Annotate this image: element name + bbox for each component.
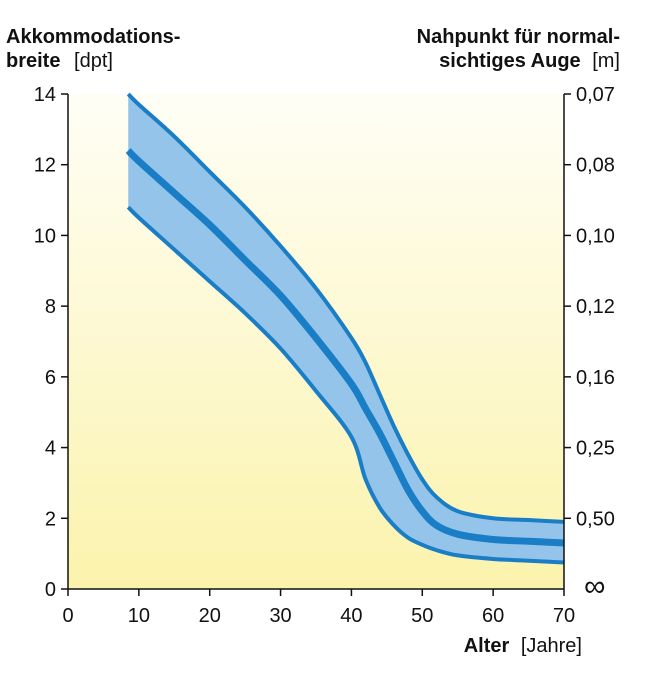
left-tick-label: 4: [45, 438, 56, 460]
right-tick-label: 0,25: [576, 438, 615, 460]
x-tick-label: 70: [553, 605, 575, 627]
chart-svg: 0 2 4 6 8 10 12 14 0,07 0,08 0,10 0,12 0,16 0,25 0,50 ∞…: [0, 0, 655, 671]
x-tick-label: 20: [199, 605, 221, 627]
right-tick-label: 0,07: [576, 84, 615, 106]
right-tick-label: 0,08: [576, 155, 615, 177]
left-axis-title-bold: breite: [6, 50, 60, 72]
left-axis-title-line2: breite [dpt]: [6, 50, 113, 72]
left-tick-label: 6: [45, 367, 56, 389]
x-axis-title: Alter [Jahre]: [464, 635, 582, 657]
chart: 0 2 4 6 8 10 12 14 0,07 0,08 0,10 0,12 0,16 0,25 0,50 ∞…: [0, 0, 655, 671]
x-tick-label: 60: [482, 605, 504, 627]
x-tick-label: 50: [411, 605, 433, 627]
left-axis-title-unit: [dpt]: [74, 50, 113, 72]
x-tick-label: 30: [269, 605, 291, 627]
left-tick-label: 10: [34, 225, 56, 247]
right-tick-label: 0,50: [576, 508, 615, 530]
right-axis-title-line2: sichtiges Auge [m]: [439, 50, 620, 72]
left-tick-label: 14: [34, 84, 56, 106]
left-tick-label: 0: [45, 579, 56, 601]
right-tick-label: ∞: [584, 570, 605, 603]
left-axis-title-line1: Akkommodations-: [6, 26, 180, 48]
left-tick-label: 2: [45, 508, 56, 530]
right-axis-title-unit: [m]: [592, 50, 620, 72]
x-axis-title-bold: Alter: [464, 635, 510, 657]
right-tick-label: 0,16: [576, 367, 615, 389]
left-tick-label: 12: [34, 155, 56, 177]
right-tick-label: 0,12: [576, 296, 615, 318]
right-tick-label: 0,10: [576, 225, 615, 247]
right-axis-title-line1: Nahpunkt für normal-: [417, 26, 620, 48]
left-tick-label: 8: [45, 296, 56, 318]
right-axis-title-bold: sichtiges Auge: [439, 50, 581, 72]
x-tick-label: 0: [62, 605, 73, 627]
x-axis-title-unit: [Jahre]: [521, 635, 582, 657]
x-tick-label: 10: [128, 605, 150, 627]
x-tick-label: 40: [340, 605, 362, 627]
